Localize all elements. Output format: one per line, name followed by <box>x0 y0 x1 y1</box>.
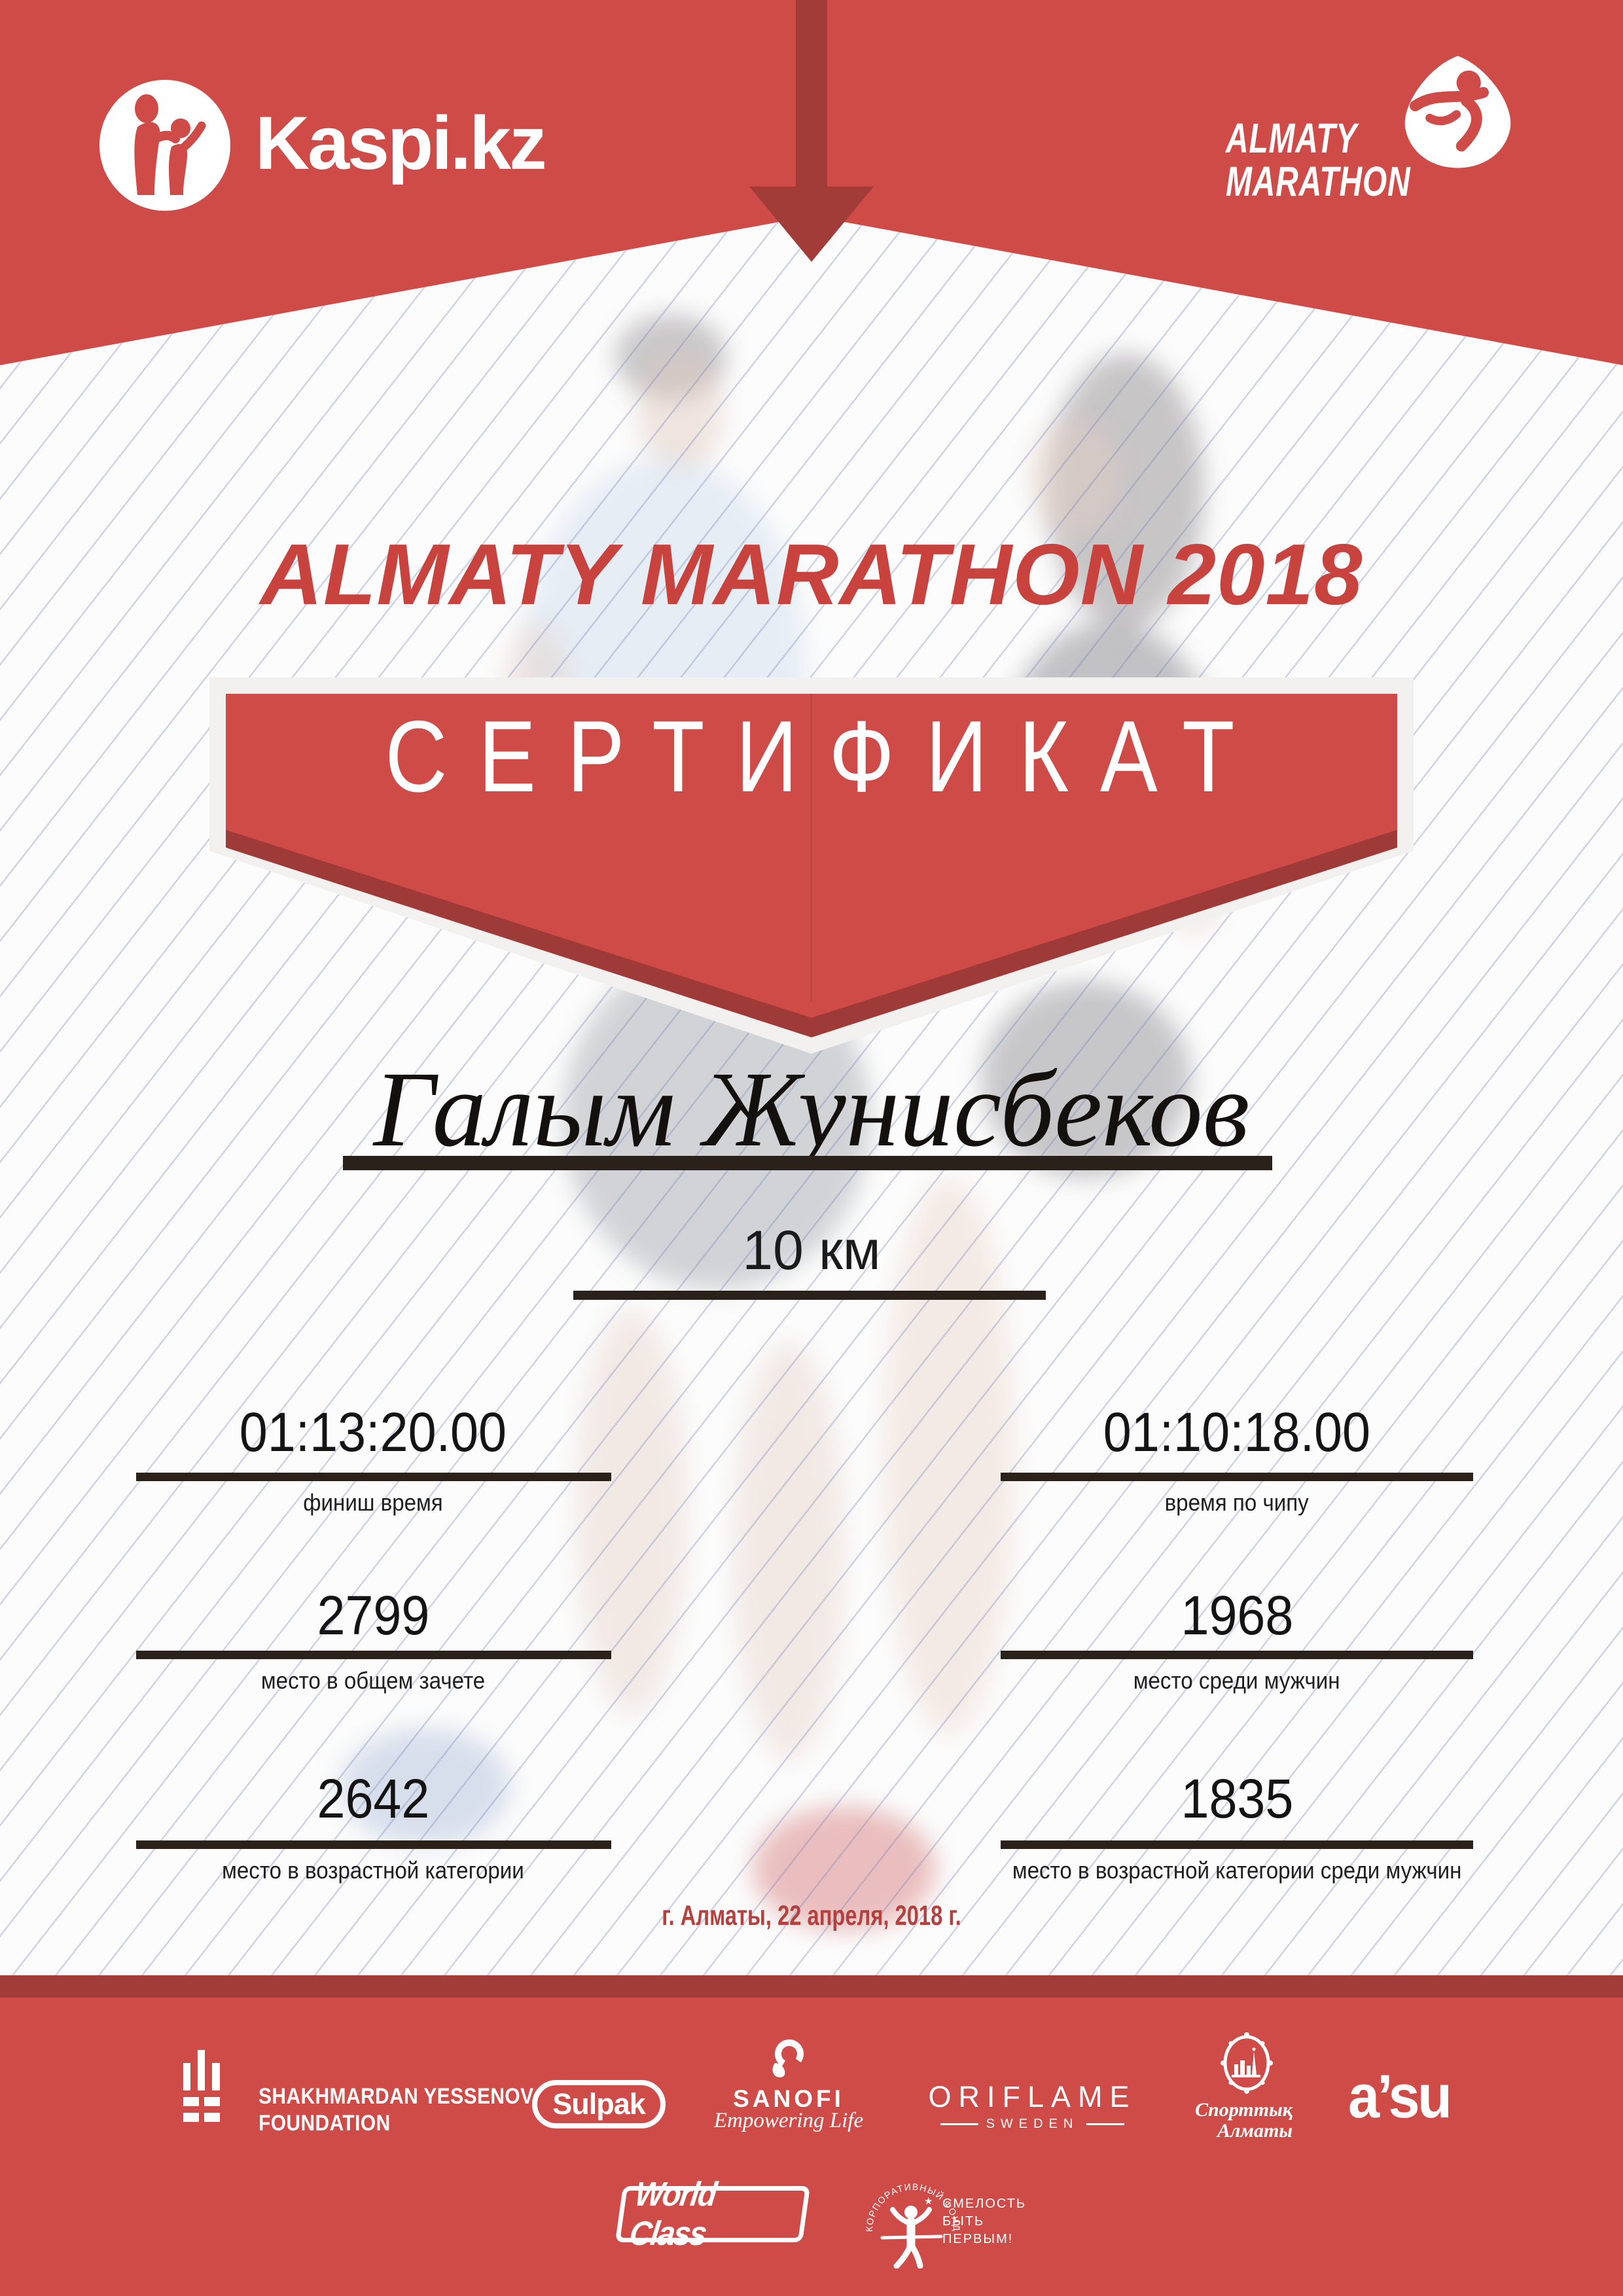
yessenov-foundation-icon <box>183 2050 220 2125</box>
certificate-ribbon: СЕРТИФИКАТ <box>196 674 1427 1067</box>
sanofi-wordmark: SANOFI <box>733 2085 844 2112</box>
stat-underline <box>1001 1473 1473 1481</box>
almaty-marathon-logo-icon <box>1391 51 1525 176</box>
stat-underline <box>136 1651 611 1659</box>
photo-blob <box>883 1178 1014 1734</box>
stat-overall-place-value: 2799 <box>317 1585 429 1646</box>
sulpak-logo: Sulpak <box>532 2080 666 2128</box>
yessenov-foundation-wordmark: SHAKHMARDAN YESSENOV FOUNDATION <box>259 2084 534 2136</box>
sanofi-tagline: Empowering Life <box>713 2109 864 2132</box>
stat-age-place-value: 2642 <box>317 1768 429 1829</box>
stat-underline <box>1001 1651 1473 1659</box>
event-date: г. Алматы, 22 апреля, 2018 г. <box>662 1900 961 1931</box>
world-class-logo: World Class <box>615 2176 811 2253</box>
oriflame-country-line: SWEDEN <box>919 2117 1145 2132</box>
photo-blob <box>638 353 723 471</box>
photo-blob <box>982 982 1191 1178</box>
event-title: ALMATY MARATHON 2018 <box>260 526 1363 622</box>
recipient-name: Галым Жунисбеков <box>373 1049 1250 1169</box>
footer-red-band <box>0 1998 1623 2296</box>
stat-chip-time-value: 01:10:18.00 <box>1103 1401 1371 1463</box>
photo-blob <box>733 1342 844 1761</box>
fund-slogan: СМЕЛОСТЬ БЫТЬ ПЕРВЫМ! <box>942 2197 1027 2246</box>
stat-underline <box>136 1840 611 1849</box>
sanofi-logo-icon <box>767 2037 809 2085</box>
stat-finish-time-value: 01:13:20.00 <box>239 1401 507 1463</box>
almaty-marathon-wordmark: ALMATY MARATHON <box>1226 117 1410 203</box>
ribbon-crease <box>810 694 812 1001</box>
stat-underline <box>136 1473 611 1481</box>
stat-age-place-label: место в возрастной категории <box>222 1857 524 1884</box>
photo-blob <box>340 1728 510 1846</box>
stat-age-men-place-value: 1835 <box>1181 1768 1293 1829</box>
stat-finish-time-label: финиш время <box>303 1489 443 1516</box>
certificate-label: СЕРТИФИКАТ <box>385 700 1266 813</box>
photo-blob <box>615 314 726 399</box>
distance-underline <box>573 1291 1046 1300</box>
oriflame-dash <box>940 2123 978 2125</box>
fund-star-icon: ★ <box>924 2196 933 2207</box>
header-ribbon-strip <box>796 0 827 190</box>
distance-value: 10 км <box>742 1219 881 1281</box>
almaty-marathon-line1: ALMATY <box>1226 115 1357 162</box>
courage-fund-logo-icon: КОРПОРАТИВНЫЙ ФОНД ★ <box>864 2170 962 2272</box>
oriflame-wordmark: ORIFLAME <box>928 2080 1137 2113</box>
name-underline <box>343 1156 1272 1170</box>
footer-accent-band <box>0 1975 1623 1998</box>
photo-blob <box>753 1806 936 1931</box>
almaty-marathon-line2: MARATHON <box>1226 158 1411 205</box>
stat-men-place-value: 1968 <box>1181 1585 1293 1646</box>
sport-almaty-emblem-icon <box>1216 2032 1277 2103</box>
sport-almaty-wordmark: Спорттық Алматы <box>1195 2099 1293 2142</box>
kaspi-wordmark: Kaspi.kz <box>255 101 547 185</box>
stat-overall-place-label: место в общем зачете <box>260 1667 486 1694</box>
photo-blob <box>1047 353 1204 628</box>
photo-blob <box>1027 419 1119 537</box>
oriflame-dash <box>1086 2123 1125 2125</box>
photo-blob <box>576 1309 687 1715</box>
stat-chip-time-label: время по чипу <box>1164 1489 1310 1516</box>
asu-logo: a’su <box>1348 2062 1452 2130</box>
stat-underline <box>1001 1840 1473 1849</box>
stat-age-men-place-label: место в возрастной категории среди мужчи… <box>1012 1857 1462 1884</box>
stat-men-place-label: место среди мужчин <box>1133 1667 1340 1694</box>
kaspi-logo-icon <box>99 80 230 211</box>
